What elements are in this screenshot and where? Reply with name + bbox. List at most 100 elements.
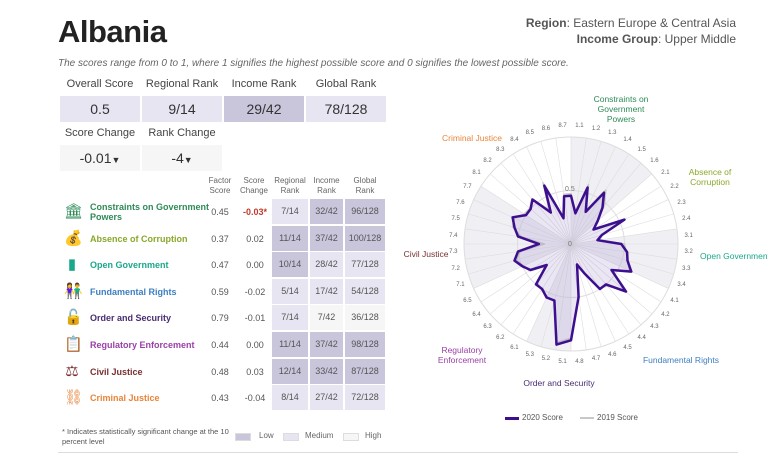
sector-shade	[571, 244, 674, 289]
axis-label: 7.1	[456, 282, 465, 289]
income-rank: 7/42	[310, 305, 343, 331]
summary-label: Income Rank	[231, 78, 297, 90]
lock-icon: 🔓	[64, 309, 83, 327]
scales-icon: ⚖	[65, 362, 79, 380]
score-change: 0.02	[246, 233, 264, 244]
axis-label: 2.2	[670, 184, 679, 191]
factor-row[interactable]: ⚖ Civil Justice 0.48 0.03 12/14 33/42 87/128	[60, 358, 390, 385]
axis-label: 4.7	[591, 356, 601, 363]
axis-label: 4.5	[623, 344, 632, 351]
factor-score: 0.37	[211, 233, 229, 244]
region-label: Region	[525, 16, 567, 30]
spoke	[570, 243, 662, 303]
global-rank: 98/128	[345, 332, 385, 357]
change-value: -0.01▼	[60, 145, 140, 171]
subtitle: The scores range from 0 to 1, where 1 si…	[58, 58, 569, 69]
spoke	[570, 243, 653, 315]
factor-score: 0.47	[211, 260, 229, 271]
legend-line	[580, 417, 594, 419]
spoke	[555, 138, 572, 245]
income-rank: 33/42	[310, 358, 343, 384]
factor-name: Absence of Corruption	[90, 233, 188, 244]
axis-label: 6.1	[510, 344, 519, 351]
score-change: 0.03	[246, 366, 264, 377]
global-rank: 100/128	[345, 225, 385, 251]
factor-row[interactable]: 👫 Fundamental Rights 0.59 -0.02 5/14 17/42 54/…	[60, 278, 390, 305]
spoke	[570, 185, 662, 245]
factor-row[interactable]: 🔓 Order and Security 0.79 -0.01 7/14 7/42 36/1…	[60, 305, 390, 331]
factor-row[interactable]: ▮ Open Government 0.47 0.00 10/14 28/42 77/128	[60, 252, 390, 278]
income-rank: 37/42	[310, 225, 343, 251]
column-header: Income Rank	[313, 176, 340, 195]
factor-row[interactable]: ⛓ Criminal Justice 0.43 -0.04 8/14 27/42 72/12…	[60, 385, 390, 411]
global-rank: 54/128	[345, 278, 385, 304]
axis-label: 4.4	[637, 335, 646, 342]
regional-rank: 11/14	[272, 332, 308, 357]
column-header: Score Change	[239, 176, 269, 195]
axis-label: 8.3	[496, 146, 505, 153]
spoke	[540, 141, 572, 245]
axis-label: 4.8	[575, 358, 584, 365]
change-label: Score Change	[64, 127, 136, 139]
factor-score: 0.48	[211, 366, 229, 377]
spoke	[468, 213, 572, 245]
axis-label: 4.1	[670, 297, 679, 304]
regional-rank: 5/14	[272, 278, 308, 304]
axis-label: 7.7	[463, 184, 472, 191]
column-header: Global Rank	[353, 176, 377, 195]
income-label: Income Group	[576, 32, 658, 46]
axis-label: 1.3	[608, 130, 617, 137]
axis-label: 1.5	[637, 146, 646, 153]
summary-value: 29/42	[224, 96, 304, 122]
series-2020-score	[511, 184, 633, 346]
spoke	[570, 138, 587, 245]
spoke	[570, 213, 674, 245]
spoke	[570, 243, 602, 347]
factor-score: 0.59	[211, 286, 229, 297]
factor-name: Open Government	[90, 260, 169, 271]
axis-label: 4.6	[608, 351, 617, 358]
axis-label: 7.4	[449, 232, 458, 239]
spoke	[570, 243, 677, 260]
axis-label: 6.4	[472, 311, 481, 318]
global-rank: 96/128	[345, 199, 385, 224]
summary-value: 78/128	[306, 96, 386, 122]
score-change: 0.00	[246, 260, 264, 271]
factor-row[interactable]: 📋 Regulatory Enforcement 0.44 0.00 11/14 37/4…	[60, 332, 390, 358]
axis-label: 2.4	[682, 215, 691, 222]
summary-label: Global Rank	[315, 78, 377, 90]
factor-name: Constraints on Government Powers	[90, 202, 210, 222]
axis-label: 1.2	[591, 125, 601, 132]
global-rank: 87/128	[345, 358, 385, 384]
score-change: -0.04	[244, 393, 266, 404]
ring-label: 0.5	[565, 186, 575, 193]
factor-name: Order and Security	[90, 313, 172, 324]
axis-label: 2.3	[677, 199, 686, 206]
spoke	[570, 243, 669, 289]
spoke	[570, 153, 630, 245]
handcuffs-icon: ⛓	[64, 389, 84, 407]
score-change: 0.00	[246, 340, 264, 350]
axis-label: 8.6	[541, 125, 551, 132]
factor-row[interactable]: 🏛 Constraints on Government Powers 0.45 -0.…	[60, 199, 390, 225]
factor-row[interactable]: 💰 Absence of Corruption 0.37 0.02 11/14 37/42…	[60, 225, 390, 252]
door-icon: ▮	[67, 256, 77, 274]
factor-score: 0.45	[211, 207, 229, 217]
factor-axis-label: Fundamental Rights	[642, 355, 720, 365]
axis-label: 7.5	[451, 215, 460, 222]
income-rank: 28/42	[310, 252, 343, 278]
change-value: -4▼	[142, 145, 222, 171]
spoke	[570, 162, 642, 245]
change-number: -4	[171, 150, 184, 166]
axis-label: 1.1	[575, 123, 584, 130]
axis-label: 8.7	[558, 123, 567, 130]
spoke	[570, 243, 616, 342]
income-value: Upper Middle	[664, 32, 736, 46]
income-rank: 37/42	[310, 332, 343, 357]
spoke	[473, 199, 572, 245]
global-rank: 36/128	[345, 305, 385, 331]
spoke	[489, 243, 572, 315]
axis-label: 8.1	[472, 170, 481, 177]
axis-label: 3.4	[677, 282, 686, 289]
spoke	[570, 173, 653, 245]
